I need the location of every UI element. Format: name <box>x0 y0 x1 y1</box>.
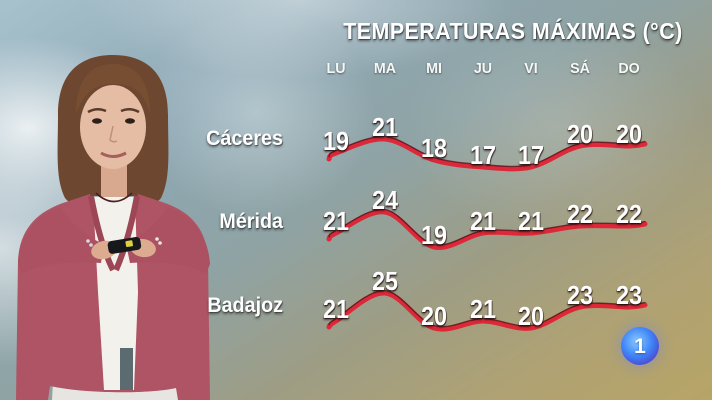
presenter-arm <box>18 207 104 274</box>
presenter-lapel <box>88 195 116 272</box>
temp-value: 20 <box>615 119 643 149</box>
presenter-necklace <box>95 192 133 203</box>
remote-clicker <box>107 237 142 254</box>
temp-value: 23 <box>615 280 643 310</box>
temp-value: 19 <box>420 220 448 250</box>
presenter-lapel <box>113 195 140 272</box>
presenter-bracelet <box>89 243 93 247</box>
presenter-face <box>80 85 146 169</box>
chart-title: TEMPERATURAS MÁXIMAS (°C) <box>343 18 683 44</box>
temp-value: 22 <box>566 199 594 229</box>
temp-value: 20 <box>420 301 448 331</box>
day-label: JU <box>473 60 493 77</box>
temp-value: 17 <box>469 140 497 170</box>
temp-value: 20 <box>517 301 545 331</box>
day-label: SÁ <box>570 60 590 77</box>
presenter-bracelet <box>155 237 159 241</box>
temp-value: 22 <box>615 199 643 229</box>
day-label: MA <box>373 60 397 77</box>
temp-value: 24 <box>371 185 399 215</box>
day-label: VI <box>524 60 538 77</box>
day-label: DO <box>618 60 640 77</box>
temp-value: 21 <box>469 206 497 236</box>
temp-value: 21 <box>371 112 399 142</box>
presenter-eye <box>125 118 135 124</box>
temp-value: 21 <box>469 294 497 324</box>
temp-value: 20 <box>566 119 594 149</box>
presenter-arm <box>126 207 210 274</box>
city-label: Mérida <box>219 210 283 233</box>
temp-value: 21 <box>322 294 350 324</box>
temp-value: 18 <box>420 133 448 163</box>
day-label: MI <box>426 60 442 77</box>
presenter-eyebrow <box>87 108 107 114</box>
presenter-nose <box>109 125 118 143</box>
city-label: Badajoz <box>207 294 283 317</box>
day-label: LU <box>326 60 346 77</box>
presenter-bracelet <box>86 239 90 243</box>
temp-value: 21 <box>322 206 350 236</box>
channel-logo: 1 <box>621 327 659 365</box>
presenter-trouser-gap <box>120 348 133 390</box>
temp-value: 23 <box>566 280 594 310</box>
presenter-eye <box>92 118 102 124</box>
presenter-fringe <box>76 64 150 114</box>
presenter-illustration <box>16 55 210 400</box>
presenter-eyebrow <box>120 108 140 114</box>
temp-value: 25 <box>371 266 399 296</box>
temp-value: 21 <box>517 206 545 236</box>
temp-value: 19 <box>322 126 350 156</box>
city-label: Cáceres <box>206 127 283 150</box>
channel-logo-number: 1 <box>634 334 646 358</box>
presenter-bracelet <box>158 241 162 245</box>
temp-value: 17 <box>517 140 545 170</box>
presenter-mouth <box>100 151 127 158</box>
